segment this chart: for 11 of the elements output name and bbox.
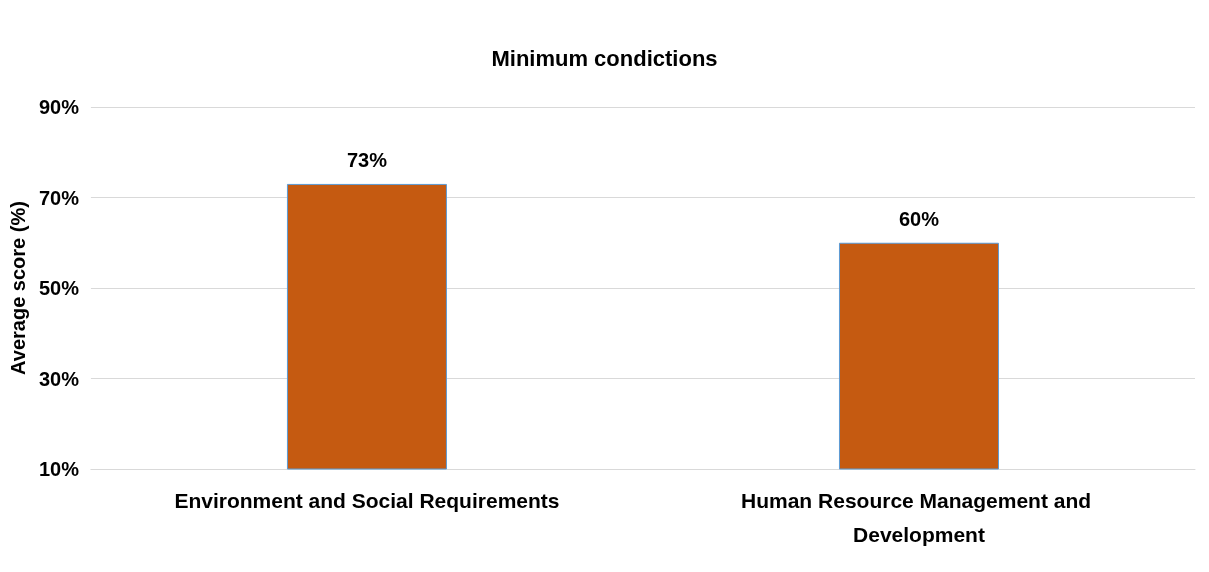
- data-label: 60%: [898, 207, 940, 230]
- y-tick-label: 70%: [38, 186, 80, 209]
- y-tick-label: 90%: [38, 96, 80, 118]
- y-tick-label: 50%: [38, 277, 80, 299]
- y-tick-label: 10%: [38, 458, 80, 480]
- chart-title: Minimum condictions: [491, 45, 718, 71]
- x-tick-label: Human Resource Management and Development: [741, 488, 1097, 546]
- data-label: 73%: [346, 148, 388, 171]
- y-axis-title: Average score (%): [7, 201, 29, 375]
- y-tick-label: 30%: [38, 367, 80, 390]
- x-tick-label: Environment and Social Requirements: [174, 488, 560, 512]
